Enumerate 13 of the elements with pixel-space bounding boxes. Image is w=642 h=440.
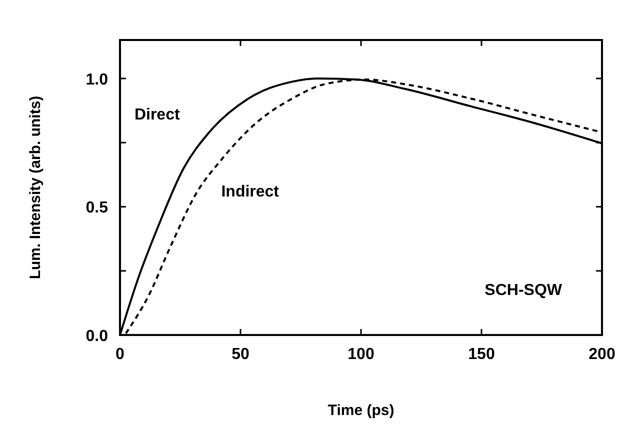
y-axis-title: Lum. Intensity (arb. units) [27,96,44,280]
annotation: SCH-SQW [484,282,563,299]
y-tick-label: 0.0 [86,328,108,345]
y-tick-label: 1.0 [86,71,108,88]
x-tick-label: 200 [588,346,616,363]
y-tick-label: 0.5 [86,200,108,217]
series-label: Direct [134,106,180,124]
x-tick-label: 100 [348,346,374,363]
x-tick-label: 50 [232,346,250,363]
x-tick-label: 0 [116,346,125,363]
x-tick-label: 150 [468,346,495,363]
x-axis-title: Time (ps) [328,402,394,419]
series-label: Indirect [221,183,280,200]
